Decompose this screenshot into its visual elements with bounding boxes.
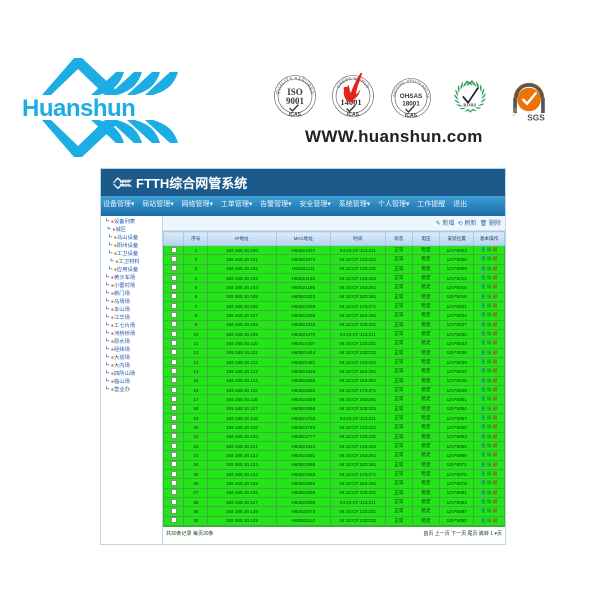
svg-text:SGS: SGS <box>527 113 545 123</box>
svg-text:18001: 18001 <box>402 101 420 108</box>
svg-text:ICAS: ICAS <box>347 112 360 117</box>
svg-text:ROHS: ROHS <box>463 103 477 108</box>
svg-text:9001: 9001 <box>286 96 305 106</box>
svg-text:ICAS: ICAS <box>405 113 418 119</box>
svg-text:ICAS: ICAS <box>289 112 302 118</box>
svg-text:GREEN WORLD: GREEN WORLD <box>335 76 370 89</box>
svg-text:OHSAS: OHSAS <box>400 93 422 100</box>
